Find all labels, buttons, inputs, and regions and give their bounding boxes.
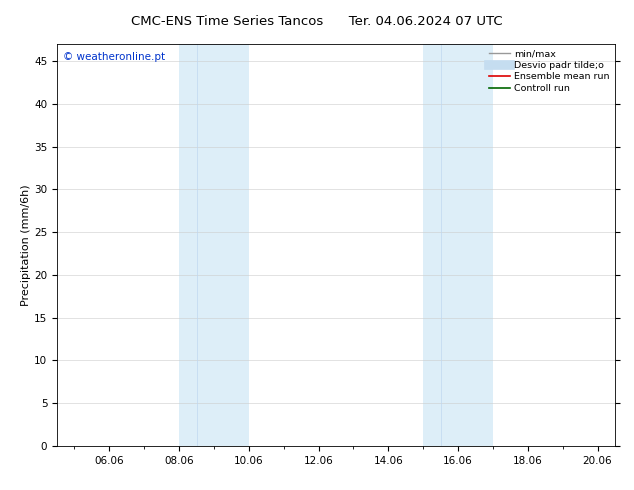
Bar — [179, 44, 249, 446]
Legend: min/max, Desvio padr tilde;o, Ensemble mean run, Controll run: min/max, Desvio padr tilde;o, Ensemble m… — [486, 46, 613, 97]
Text: © weatheronline.pt: © weatheronline.pt — [63, 52, 165, 62]
Text: CMC-ENS Time Series Tancos      Ter. 04.06.2024 07 UTC: CMC-ENS Time Series Tancos Ter. 04.06.20… — [131, 15, 503, 28]
Y-axis label: Precipitation (mm/6h): Precipitation (mm/6h) — [22, 184, 31, 306]
Bar — [424, 44, 493, 446]
